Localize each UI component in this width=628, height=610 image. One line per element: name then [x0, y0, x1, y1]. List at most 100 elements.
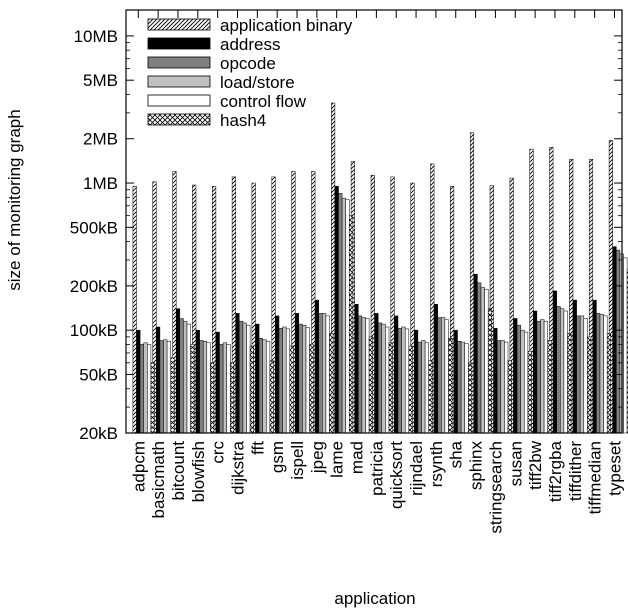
bar-control-flow-typeset: [623, 257, 628, 434]
bar-address-blowfish: [195, 329, 200, 434]
x-tick-label: crc: [209, 441, 228, 464]
bar-control-flow-quicksort: [404, 328, 410, 434]
bar-address-typeset: [612, 246, 617, 434]
bar-opcode-sphinx: [477, 282, 482, 434]
bar-control-flow-lame: [345, 199, 350, 434]
bar-address-gsm: [275, 315, 280, 434]
bar-control-flow-basicmath: [166, 341, 171, 434]
bar-control-flow-gsm: [285, 328, 291, 434]
bar-load-store-sha: [460, 341, 465, 434]
bar-load-store-adpcm: [143, 342, 148, 434]
y-axis: 20kB 50kB 100kB 200kB 500kB 1MB 2MB 5MB 10MB: [70, 27, 622, 443]
bar-opcode-dijkstra: [239, 320, 244, 434]
bar-load-store-stringsearch: [500, 340, 505, 434]
x-tick-label: sha: [447, 440, 466, 468]
bar-opcode-typeset: [616, 249, 621, 434]
bar-hash4-susan: [527, 350, 532, 434]
bar-control-flow-tiffmedian: [603, 315, 608, 434]
bar-address-dijkstra: [235, 313, 240, 434]
bar-control-flow-ispell: [305, 327, 310, 434]
bar-hash4-rijndael: [428, 360, 433, 434]
legend-label: address: [220, 35, 280, 54]
bar-opcode-tiff2bw: [536, 320, 541, 434]
legend-swatch-address: [147, 37, 211, 50]
bar-control-flow-bitcount: [186, 323, 191, 434]
bar-control-flow-stringsearch: [504, 341, 509, 434]
x-axis-label: application: [334, 589, 415, 608]
bar-load-store-lame: [341, 197, 346, 434]
bar-load-store-quicksort: [401, 326, 406, 434]
legend-label: opcode: [220, 54, 276, 73]
bar-load-store-gsm: [282, 326, 287, 434]
bar-address-jpeg: [314, 299, 319, 434]
bar-address-adpcm: [136, 329, 141, 434]
bar-opcode-basicmath: [159, 340, 164, 434]
bar-hash4-tiffdither: [587, 336, 592, 434]
bar-opcode-mad: [358, 315, 363, 434]
bar-load-store-rsynth: [441, 317, 446, 434]
bar-opcode-patricia: [377, 322, 383, 434]
x-tick-label: susan: [506, 441, 525, 486]
bar-opcode-gsm: [278, 328, 283, 434]
bar-address-bitcount: [175, 308, 181, 434]
bar-control-flow-blowfish: [206, 342, 211, 434]
bar-hash4-lame: [349, 215, 354, 434]
x-tick-label: patricia: [367, 440, 386, 495]
bar-hash4-blowfish: [210, 362, 215, 434]
bar-address-tiff2rgba: [552, 290, 557, 434]
bar-opcode-rijndael: [417, 341, 422, 434]
bar-address-susan: [513, 318, 518, 434]
bar-load-store-bitcount: [183, 320, 188, 434]
x-tick-label: bitcount: [169, 441, 188, 501]
x-tick-label: lame: [328, 441, 347, 478]
y-tick-label: 1MB: [83, 174, 118, 193]
legend-swatch-hash4: [147, 113, 211, 126]
bar-control-flow-rsynth: [444, 319, 449, 434]
x-tick-label: tiffmedian: [586, 441, 605, 514]
bar-load-store-blowfish: [202, 341, 208, 434]
bar-address-stringsearch: [493, 328, 498, 434]
bar-opcode-lame: [338, 193, 343, 434]
x-tick-label: gsm: [268, 441, 287, 473]
x-tick-label: dijkstra: [229, 440, 248, 494]
bar-hash4-sha: [468, 362, 473, 434]
bar-control-flow-dijkstra: [246, 324, 251, 434]
bar-control-flow-crc: [226, 344, 231, 434]
bar-address-tiff2bw: [533, 310, 538, 434]
bar-hash4-gsm: [289, 345, 294, 434]
legend-label: application binary: [220, 16, 353, 35]
bar-load-store-fft: [262, 339, 267, 434]
bar-opcode-tiff2rgba: [556, 306, 561, 434]
x-tick-label: rijndael: [407, 441, 426, 496]
x-tick-label: typeset: [606, 441, 625, 496]
bar-load-store-dijkstra: [242, 322, 247, 434]
y-tick-label: 500kB: [70, 218, 118, 237]
bar-address-patricia: [374, 313, 379, 434]
bar-load-store-rijndael: [421, 340, 426, 434]
bar-address-rijndael: [414, 329, 419, 434]
bar-load-store-crc: [222, 342, 227, 434]
bar-load-store-patricia: [381, 323, 386, 434]
bar-opcode-stringsearch: [496, 340, 502, 434]
bar-hash4-dijkstra: [249, 345, 254, 434]
bar-address-fft: [255, 323, 260, 434]
bar-hash4-ispell: [309, 344, 314, 434]
bar-hash4-jpeg: [329, 333, 334, 434]
bar-load-store-susan: [520, 329, 525, 434]
y-tick-label: 100kB: [70, 321, 118, 340]
bar-hash4-basicmath: [170, 357, 175, 434]
y-tick-label: 10MB: [74, 27, 118, 46]
legend-label: hash4: [220, 111, 266, 130]
bar-load-store-mad: [361, 317, 366, 434]
bar-opcode-bitcount: [179, 318, 184, 434]
bar-control-flow-adpcm: [147, 344, 152, 434]
bar-control-flow-sha: [464, 343, 469, 434]
bar-opcode-jpeg: [318, 313, 323, 434]
x-tick-label: tiff2bw: [526, 440, 545, 490]
y-tick-label: 200kB: [70, 277, 118, 296]
bar-opcode-adpcm: [139, 344, 144, 434]
bar-control-flow-tiff2rgba: [563, 310, 568, 434]
bar-hash4-quicksort: [408, 345, 413, 434]
legend-label: control flow: [220, 92, 307, 111]
bar-control-flow-fft: [266, 341, 271, 434]
